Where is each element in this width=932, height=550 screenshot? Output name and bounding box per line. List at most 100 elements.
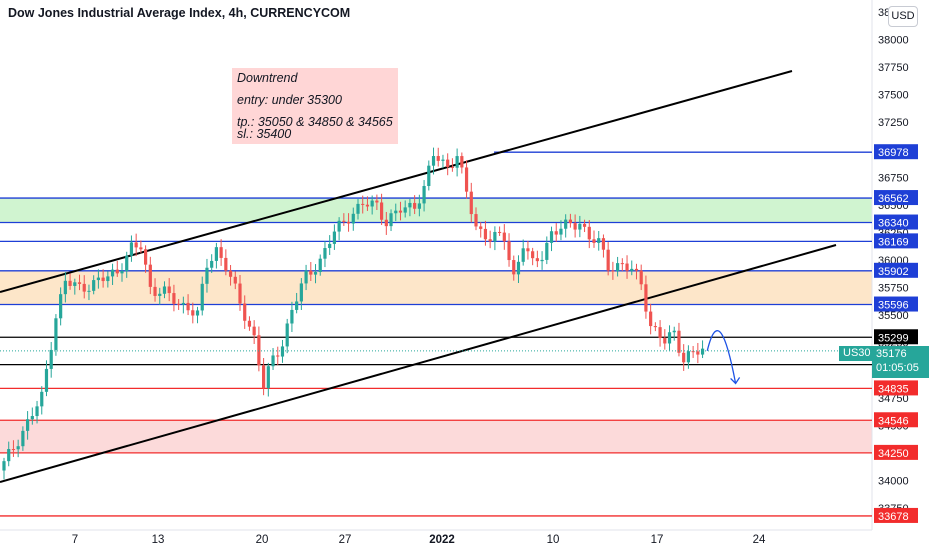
level-tag-bg-34250: [874, 444, 918, 460]
candle-body: [691, 351, 695, 353]
y-tick-label: 38000: [878, 35, 909, 47]
candle-body: [413, 202, 417, 209]
candle-body: [82, 283, 86, 292]
candle-body: [328, 243, 332, 249]
x-tick-label: 13: [152, 534, 165, 546]
candle-body: [540, 259, 544, 262]
y-tick-label: 37750: [878, 62, 909, 74]
candle-body: [483, 228, 488, 240]
candle-body: [40, 391, 44, 407]
currency-button[interactable]: USD: [888, 6, 918, 27]
candle-body: [214, 247, 218, 261]
candle-body: [389, 213, 393, 227]
candle-body: [582, 223, 587, 227]
candle-body: [228, 270, 233, 277]
candle-body: [313, 272, 318, 275]
candle-body: [700, 348, 705, 355]
candle-body: [110, 269, 115, 277]
candle-body: [318, 258, 322, 273]
level-tag-bg-35299: [874, 329, 918, 345]
level-tag-bg-36978: [874, 144, 918, 160]
candle-body: [346, 221, 351, 224]
candle-body: [177, 303, 181, 305]
level-tag-bg-33678: [874, 507, 918, 523]
bar-countdown: 01:05:05: [876, 362, 919, 374]
candle-body: [455, 156, 459, 168]
candle-body: [54, 318, 58, 350]
x-tick-label: 24: [753, 534, 766, 546]
candle-body: [658, 327, 662, 338]
level-tag-bg-35596: [874, 296, 918, 312]
level-tag-35299: 35299: [878, 332, 909, 344]
candle-body: [653, 326, 657, 328]
candle-body: [417, 203, 421, 209]
candle-body: [526, 248, 530, 252]
candle-body: [384, 219, 388, 227]
candle-body: [521, 248, 525, 262]
candle-body: [35, 406, 39, 417]
level-tag-34546: 34546: [878, 415, 909, 427]
candle-body: [44, 368, 49, 392]
level-tag-33678: 33678: [878, 511, 909, 523]
candle-body: [7, 449, 11, 462]
candle-body: [129, 242, 134, 256]
candle-body: [644, 284, 648, 312]
candle-body: [559, 228, 563, 235]
candle-body: [219, 247, 223, 258]
candle-body: [26, 419, 30, 431]
candle-body: [422, 185, 426, 204]
candle-body: [134, 242, 138, 248]
candle-body: [672, 330, 676, 333]
candle-body: [115, 269, 119, 274]
candle-body: [351, 213, 355, 224]
candle-body: [342, 220, 346, 222]
level-tag-35902: 35902: [878, 266, 909, 278]
y-tick-label: 34000: [878, 475, 909, 487]
candle-body: [337, 220, 341, 232]
candle-body: [266, 366, 270, 389]
candle-body: [167, 286, 171, 294]
y-tick-label: 37500: [878, 90, 909, 102]
note-line-4: sl.: 35400: [237, 127, 292, 141]
candle-body: [611, 270, 615, 272]
candle-body: [162, 286, 167, 294]
candle-body: [474, 214, 478, 227]
candle-body: [498, 231, 502, 233]
candle-body: [649, 311, 653, 327]
zone-2: [0, 420, 872, 453]
level-tag-36978: 36978: [878, 147, 909, 159]
candle-body: [73, 282, 77, 286]
candle-body: [252, 326, 256, 336]
candle-body: [153, 286, 157, 296]
channel-lower-line: [0, 244, 837, 483]
candle-body: [549, 231, 554, 243]
candle-body: [682, 352, 686, 363]
candle-body: [365, 204, 370, 207]
chart-title: Dow Jones Industrial Average Index, 4h, …: [8, 6, 351, 20]
level-tag-36340: 36340: [878, 218, 909, 230]
candle-body: [271, 355, 275, 367]
candle-body: [620, 263, 624, 265]
zone-0: [0, 198, 872, 223]
candle-body: [323, 248, 327, 259]
trade-note[interactable]: Downtrend entry: under 35300 tp.: 35050 …: [232, 68, 398, 144]
candle-body: [101, 277, 105, 282]
candle-body: [247, 320, 252, 327]
candle-body: [233, 276, 237, 284]
candle-body: [375, 200, 379, 203]
candle-body: [87, 290, 91, 292]
candle-body: [21, 430, 25, 447]
level-tag-bg-34546: [874, 412, 918, 428]
y-tick-label: 35750: [878, 283, 909, 295]
candle-body: [144, 249, 148, 265]
level-tag-bg-36340: [874, 214, 918, 230]
level-tag-36169: 36169: [878, 236, 909, 248]
candle-body: [304, 270, 308, 284]
note-line-3: tp.: 35050 & 34850 & 34565: [237, 115, 393, 129]
candle-body: [464, 167, 469, 192]
candle-body: [436, 156, 440, 161]
projection-arrowhead: [730, 377, 741, 385]
candle-body: [502, 232, 506, 242]
